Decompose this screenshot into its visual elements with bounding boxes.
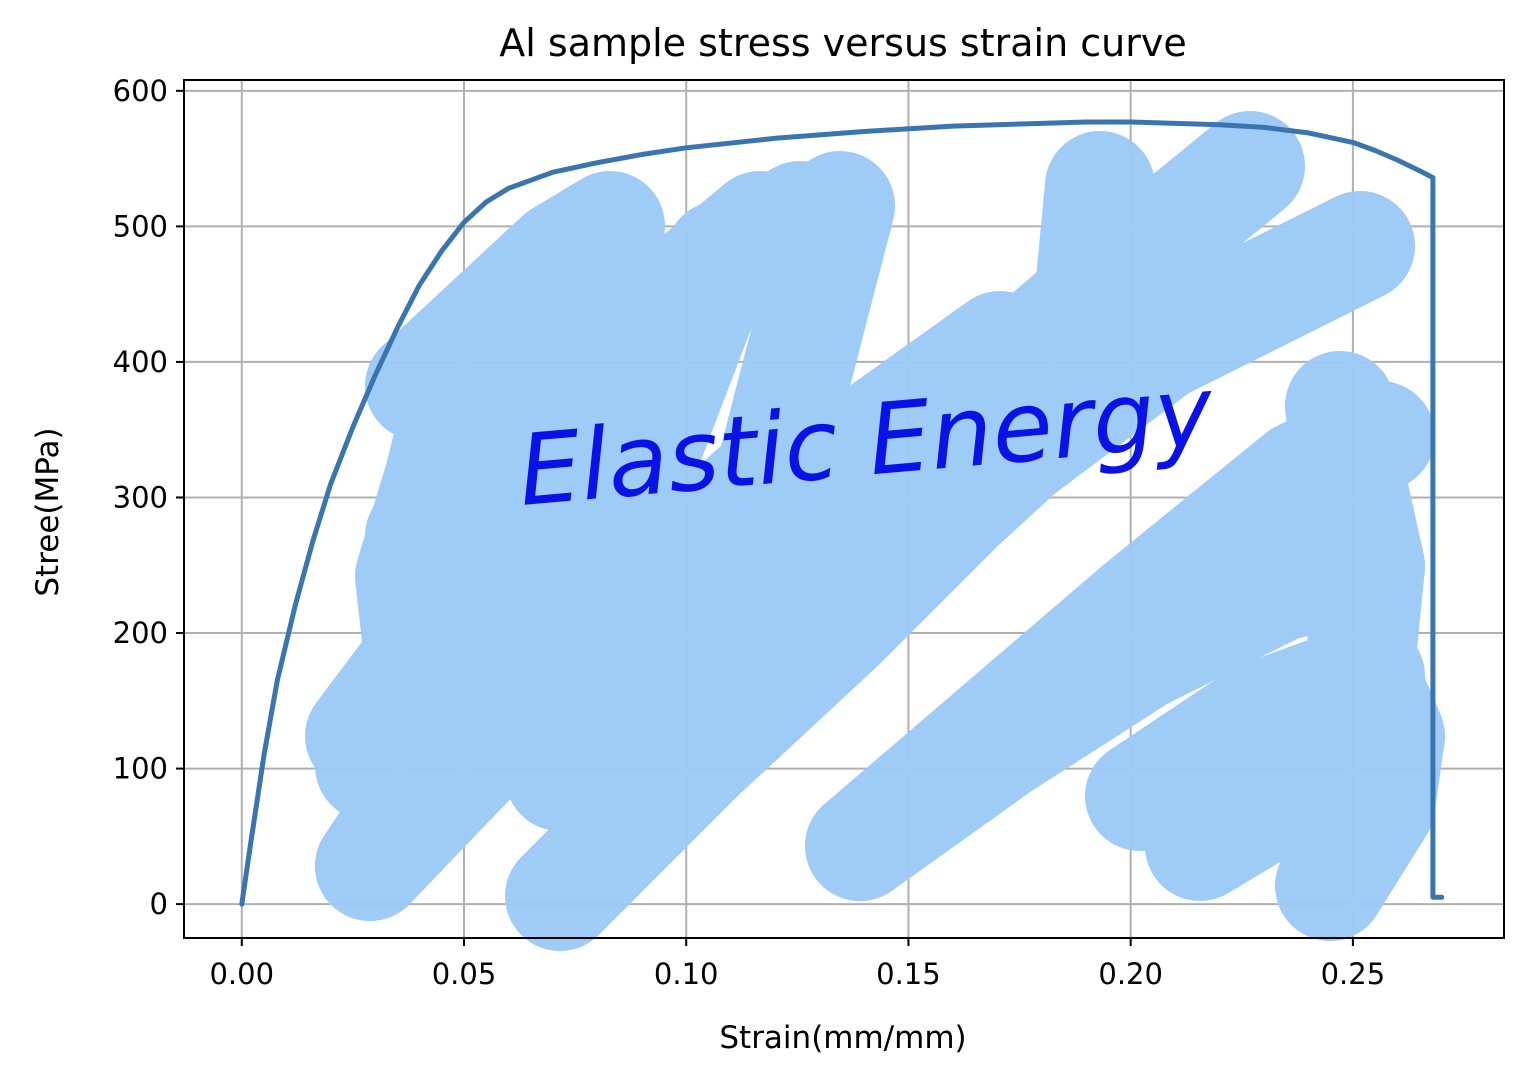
series-layer <box>239 119 1445 907</box>
plot-frame <box>183 79 1505 939</box>
chart-title: Al sample stress versus strain curve <box>499 21 1186 65</box>
x-tick-label: 0.05 <box>432 957 497 991</box>
x-tick-label: 0.25 <box>1321 957 1386 991</box>
x-axis-label: Strain(mm/mm) <box>719 1020 966 1056</box>
scribble-stroke <box>565 291 1055 671</box>
x-tick-label: 0.20 <box>1098 957 1163 991</box>
stress-strain-curve <box>239 119 1445 907</box>
y-tick-label: 0 <box>150 887 168 921</box>
y-tick-label: 200 <box>113 616 168 650</box>
y-tick-label: 300 <box>113 480 168 514</box>
scribble-stroke <box>645 191 1415 761</box>
scribble-stroke <box>365 171 815 591</box>
scribble-stroke <box>365 171 665 441</box>
x-tick-label: 0.00 <box>209 957 274 991</box>
y-tick-label: 500 <box>113 209 168 243</box>
scribble-stroke <box>1275 351 1445 941</box>
y-axis: 0 100 200 300 400 500 600 <box>113 74 184 921</box>
x-axis: 0.00 0.05 0.10 0.15 0.20 0.25 <box>209 938 1385 991</box>
x-tick-label: 0.10 <box>654 957 719 991</box>
y-tick-label: 400 <box>113 345 168 379</box>
y-tick-label: 100 <box>113 752 168 786</box>
y-axis-label: Stree(MPa) <box>30 427 66 596</box>
y-tick-label: 600 <box>113 74 168 108</box>
x-tick-label: 0.15 <box>876 957 941 991</box>
scribble-stroke <box>805 511 1425 901</box>
shaded-scribble-region <box>305 111 1445 951</box>
